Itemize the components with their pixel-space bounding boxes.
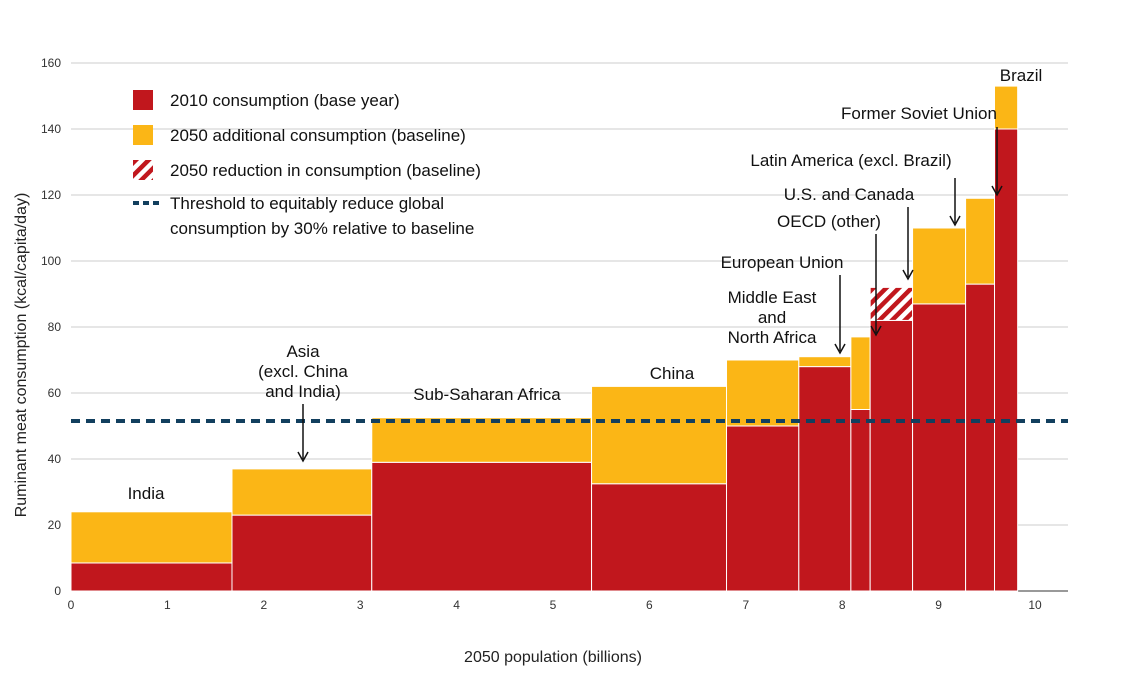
label-mena-line2: and — [758, 308, 786, 327]
x-tick-9: 9 — [935, 598, 942, 612]
bar-china — [591, 385, 728, 592]
y-tick-0: 0 — [54, 584, 61, 598]
bar-2010-former-soviet-union — [965, 283, 996, 592]
label-us-canada: U.S. and Canada — [784, 185, 915, 204]
bar-brazil — [994, 85, 1019, 592]
y-tick-20: 20 — [48, 518, 62, 532]
bar-2010-middle-east-and-north-africa — [726, 425, 800, 592]
label-sub-saharan-africa: Sub-Saharan Africa — [413, 385, 561, 404]
y-tick-60: 60 — [48, 386, 62, 400]
label-asia-line1: Asia — [286, 342, 320, 361]
region-labels: India Asia (excl. China and India) Sub-S… — [128, 66, 1043, 503]
y-tick-80: 80 — [48, 320, 62, 334]
bar-2010-u-s-and-canada — [869, 319, 914, 592]
legend: 2010 consumption (base year) 2050 additi… — [133, 90, 481, 238]
bar-u-s-and-canada — [869, 286, 914, 592]
bar-2010-china — [591, 483, 728, 592]
legend-swatch-additional — [133, 125, 153, 145]
x-axis-ticks: 0 1 2 3 4 5 6 7 8 9 10 — [68, 598, 1042, 612]
label-mena-line3: North Africa — [728, 328, 817, 347]
bars — [70, 85, 1019, 592]
bar-2010-brazil — [994, 128, 1019, 592]
x-tick-2: 2 — [260, 598, 267, 612]
legend-label-reduction: 2050 reduction in consumption (baseline) — [170, 161, 481, 180]
x-tick-5: 5 — [550, 598, 557, 612]
x-tick-1: 1 — [164, 598, 171, 612]
label-mena-line1: Middle East — [728, 288, 817, 307]
label-european-union: European Union — [721, 253, 844, 272]
y-tick-160: 160 — [41, 56, 61, 70]
label-india: India — [128, 484, 165, 503]
label-latin-america: Latin America (excl. Brazil) — [750, 151, 951, 170]
arrow-latin-america — [949, 178, 961, 227]
legend-label-threshold-line2: consumption by 30% relative to baseline — [170, 219, 474, 238]
legend-swatch-base — [133, 90, 153, 110]
x-tick-0: 0 — [68, 598, 75, 612]
bar-2050-additional-sub-saharan-africa — [371, 417, 593, 463]
arrow-european-union — [834, 275, 846, 355]
arrow-former-soviet-union — [991, 127, 1003, 197]
arrow-oecd-other — [870, 234, 882, 337]
bar-2050-additional-brazil — [994, 85, 1019, 130]
bar-2050-additional-middle-east-and-north-africa — [726, 359, 800, 427]
bar-2050-additional-oecd-other — [850, 336, 871, 410]
label-oecd-other: OECD (other) — [777, 212, 881, 231]
legend-swatch-reduction — [133, 160, 153, 180]
x-tick-7: 7 — [742, 598, 749, 612]
bar-2010-india — [70, 562, 233, 592]
bar-latin-america-excl-brazil — [912, 227, 967, 592]
y-axis-ticks: 0 20 40 60 80 100 120 140 160 — [41, 56, 61, 598]
x-tick-4: 4 — [453, 598, 460, 612]
y-tick-120: 120 — [41, 188, 61, 202]
y-tick-100: 100 — [41, 254, 61, 268]
y-tick-40: 40 — [48, 452, 62, 466]
label-asia-line3: and India) — [265, 382, 341, 401]
bar-india — [70, 511, 233, 592]
bar-2010-oecd-other — [850, 409, 871, 592]
y-axis-title: Ruminant meat consumption (kcal/capita/d… — [13, 193, 30, 518]
bar-2010-european-union — [798, 366, 852, 592]
bar-2050-additional-former-soviet-union — [965, 197, 996, 285]
bar-2050-additional-european-union — [798, 356, 852, 368]
label-china: China — [650, 364, 695, 383]
bar-2010-asia-excl-china-and-india — [231, 514, 373, 592]
legend-label-base: 2010 consumption (base year) — [170, 91, 400, 110]
bar-2010-latin-america-excl-brazil — [912, 303, 967, 592]
annotation-arrows — [297, 127, 1003, 463]
x-tick-6: 6 — [646, 598, 653, 612]
y-tick-140: 140 — [41, 122, 61, 136]
bar-2050-additional-india — [70, 511, 233, 564]
bar-2050-additional-latin-america-excl-brazil — [912, 227, 967, 305]
bar-2010-sub-saharan-africa — [371, 461, 593, 592]
arrow-us-canada — [902, 207, 914, 281]
x-tick-10: 10 — [1028, 598, 1042, 612]
bar-middle-east-and-north-africa — [726, 359, 800, 592]
x-tick-3: 3 — [357, 598, 364, 612]
legend-label-additional: 2050 additional consumption (baseline) — [170, 126, 466, 145]
x-axis-title: 2050 population (billions) — [464, 649, 642, 666]
bar-2050-additional-asia-excl-china-and-india — [231, 468, 373, 516]
bar-former-soviet-union — [965, 197, 996, 592]
bar-2050-additional-china — [591, 385, 728, 485]
bar-sub-saharan-africa — [371, 417, 593, 592]
arrow-asia — [297, 404, 309, 463]
label-brazil: Brazil — [1000, 66, 1043, 85]
bar-oecd-other — [850, 336, 871, 592]
bar-asia-excl-china-and-india — [231, 468, 373, 592]
bar-2050-reduction-u-s-and-canada — [869, 286, 914, 321]
bar-european-union — [798, 356, 852, 592]
label-former-soviet-union: Former Soviet Union — [841, 104, 997, 123]
x-tick-8: 8 — [839, 598, 846, 612]
label-asia-line2: (excl. China — [258, 362, 348, 381]
legend-label-threshold-line1: Threshold to equitably reduce global — [170, 194, 444, 213]
